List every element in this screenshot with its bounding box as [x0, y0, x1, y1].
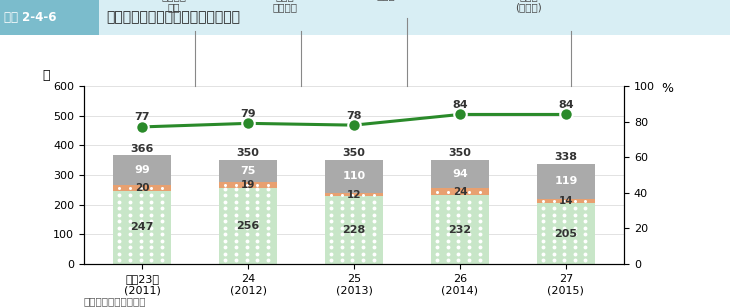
Bar — [431, 160, 489, 188]
Text: 99: 99 — [134, 165, 150, 175]
Text: 205: 205 — [554, 229, 577, 239]
Bar — [537, 203, 595, 264]
Bar — [537, 199, 595, 203]
Bar — [113, 155, 172, 185]
Text: 110: 110 — [342, 172, 366, 181]
Text: 84: 84 — [558, 100, 574, 110]
Text: 228: 228 — [342, 225, 366, 235]
Text: 79: 79 — [240, 109, 256, 119]
Text: 77: 77 — [134, 112, 150, 122]
Text: 94: 94 — [452, 169, 468, 179]
Text: 農業機械
作業: 農業機械 作業 — [161, 0, 186, 12]
Text: 84: 84 — [452, 100, 468, 110]
Bar — [219, 188, 277, 264]
Bar — [431, 188, 489, 195]
Text: 12: 12 — [347, 190, 361, 200]
Text: 資料：農林水産省作成: 資料：農林水産省作成 — [84, 296, 147, 306]
Bar — [113, 185, 172, 191]
Text: 農作業中の要因別死亡事故発生件数: 農作業中の要因別死亡事故発生件数 — [106, 11, 240, 25]
Text: 247: 247 — [131, 222, 154, 232]
Text: 図表 2-4-6: 図表 2-4-6 — [4, 11, 56, 24]
Text: 14: 14 — [558, 196, 573, 206]
Bar — [219, 160, 277, 182]
Text: 65歳以上
の割合
(右目盛): 65歳以上 の割合 (右目盛) — [512, 0, 545, 12]
Bar — [325, 196, 383, 264]
Bar — [431, 195, 489, 264]
Text: 366: 366 — [131, 144, 154, 154]
Text: 232: 232 — [448, 225, 472, 235]
Text: 256: 256 — [237, 221, 260, 231]
Y-axis label: %: % — [661, 82, 673, 95]
Text: 農業用
施設作業: 農業用 施設作業 — [273, 0, 298, 12]
Text: 350: 350 — [448, 148, 472, 158]
Bar — [0, 0, 99, 35]
Text: 19: 19 — [241, 180, 255, 190]
Text: 350: 350 — [237, 148, 260, 158]
Bar — [219, 182, 277, 188]
Bar — [325, 193, 383, 196]
Bar — [113, 191, 172, 264]
Y-axis label: 件: 件 — [42, 69, 50, 82]
Text: 350: 350 — [342, 148, 366, 158]
Bar — [325, 160, 383, 193]
Text: 24: 24 — [453, 187, 467, 196]
Bar — [537, 164, 595, 199]
Text: 338: 338 — [554, 152, 577, 162]
Text: 78: 78 — [346, 111, 362, 121]
Text: 20: 20 — [135, 183, 150, 193]
Text: 75: 75 — [240, 166, 256, 176]
Text: 119: 119 — [554, 176, 577, 186]
